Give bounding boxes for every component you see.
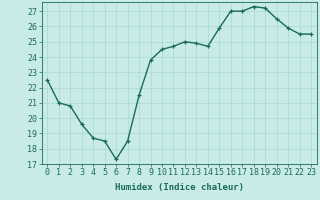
X-axis label: Humidex (Indice chaleur): Humidex (Indice chaleur)	[115, 183, 244, 192]
